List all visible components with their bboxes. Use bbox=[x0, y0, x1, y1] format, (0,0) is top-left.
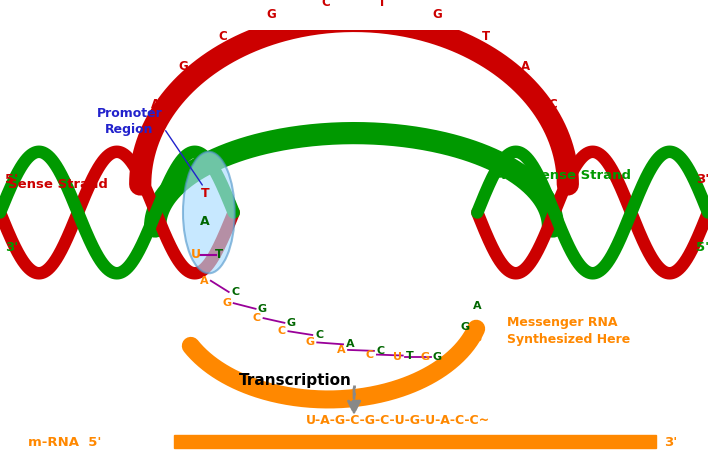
Text: T: T bbox=[481, 30, 490, 43]
Text: C: C bbox=[321, 0, 330, 9]
Text: C: C bbox=[218, 30, 226, 43]
Text: C: C bbox=[548, 98, 557, 111]
Text: T: T bbox=[406, 350, 414, 361]
Text: C: C bbox=[377, 346, 385, 356]
Text: Promoter
Region: Promoter Region bbox=[96, 107, 162, 136]
Text: C: C bbox=[315, 330, 323, 340]
Text: G: G bbox=[178, 61, 188, 74]
Text: U: U bbox=[393, 352, 402, 363]
Text: Anti-Sense Strand: Anti-Sense Strand bbox=[496, 169, 632, 181]
Text: G: G bbox=[258, 304, 267, 314]
Text: C: C bbox=[231, 287, 240, 297]
Text: C: C bbox=[366, 350, 374, 360]
Text: A: A bbox=[473, 301, 481, 311]
Text: C: C bbox=[278, 326, 286, 336]
Text: G: G bbox=[433, 352, 442, 363]
FancyArrow shape bbox=[174, 435, 656, 448]
Text: U-A-G-C-G-C-U-G-U-A-C-C~: U-A-G-C-G-C-U-G-U-A-C-C~ bbox=[305, 414, 490, 427]
Text: 5': 5' bbox=[696, 241, 709, 254]
Text: T: T bbox=[215, 248, 223, 261]
Text: T: T bbox=[201, 188, 209, 200]
Text: A: A bbox=[520, 61, 530, 74]
Text: G: G bbox=[287, 318, 296, 328]
Text: Sense Strand: Sense Strand bbox=[8, 178, 108, 191]
Text: 5': 5' bbox=[5, 173, 18, 186]
Text: G: G bbox=[266, 8, 276, 21]
Text: U: U bbox=[191, 248, 201, 261]
Ellipse shape bbox=[183, 152, 235, 273]
Text: A: A bbox=[200, 215, 209, 228]
Text: G: G bbox=[432, 8, 441, 21]
Text: Transcription: Transcription bbox=[239, 373, 352, 388]
Text: 3': 3' bbox=[664, 436, 678, 449]
Text: T: T bbox=[378, 0, 387, 9]
Text: C: C bbox=[253, 313, 261, 323]
Text: 3': 3' bbox=[696, 173, 709, 186]
Text: G: G bbox=[222, 298, 231, 308]
Text: A: A bbox=[346, 339, 355, 349]
Text: 3': 3' bbox=[5, 241, 19, 254]
Text: A: A bbox=[199, 276, 208, 286]
Text: G: G bbox=[461, 323, 470, 332]
Text: G: G bbox=[305, 338, 315, 347]
Text: m-RNA  5': m-RNA 5' bbox=[28, 436, 101, 449]
Text: A: A bbox=[151, 98, 159, 111]
Text: A: A bbox=[337, 345, 345, 355]
Text: Messenger RNA
Synthesized Here: Messenger RNA Synthesized Here bbox=[507, 316, 630, 346]
Text: G: G bbox=[420, 352, 429, 363]
